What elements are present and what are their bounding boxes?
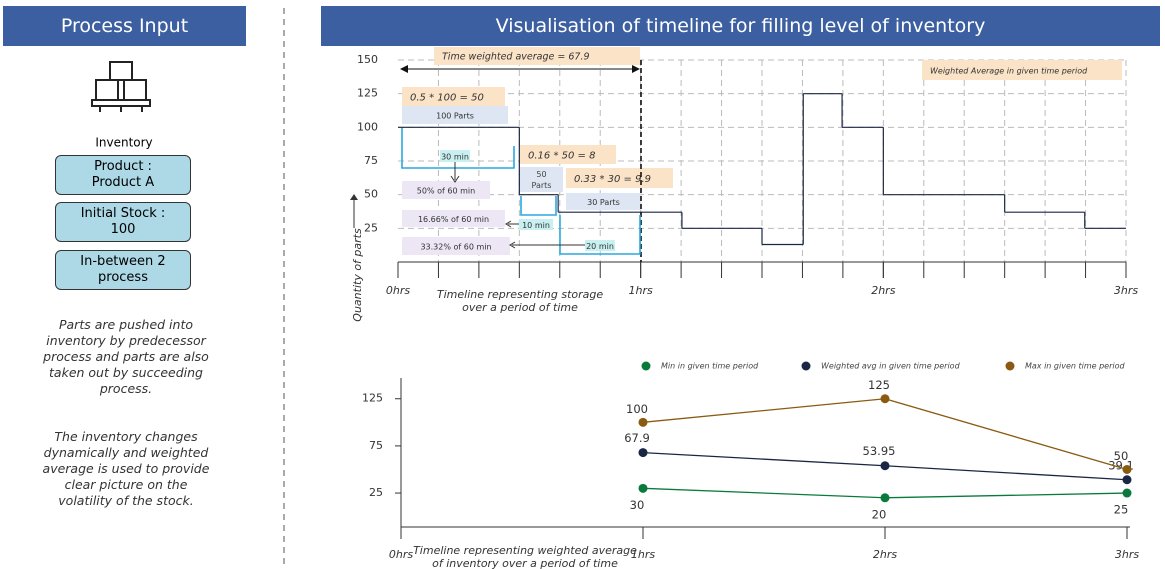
y-tick-label: 75 [364,154,378,167]
y-axis-label: Quantity of parts [351,228,364,322]
point [1122,475,1132,485]
x-tick-label: 1hrs [631,548,655,561]
annotation-box [402,106,508,124]
annotation-box [402,87,505,106]
annotation-box [585,240,615,251]
arrow [450,162,585,249]
info-box: Product : Product A [55,155,191,195]
point [1122,488,1132,498]
annotation: Weighted Average in given time period [930,67,1088,76]
arrow-head [350,194,358,200]
annotation-box [520,167,563,192]
data-label: 30 [630,498,645,512]
data-label: 25 [1114,503,1129,517]
annotation-box [566,168,673,188]
x-tick-label: 3hrs [1114,284,1138,297]
description: The inventory changes dynamically and we… [42,429,210,508]
legend-label: Weighted avg in given time period [821,362,961,371]
annotation: 20 min [586,242,614,251]
series-line [642,398,1128,471]
y-tick-label: 25 [364,221,378,234]
data-label: 67.9 [624,431,650,445]
point [638,448,648,458]
data-label: 20 [872,507,887,521]
y-tick-label: 125 [357,87,378,100]
legend-label: Min in given time period [661,362,759,371]
annotation: 0.33 * 30 = 9.9 [574,174,651,185]
y-tick-label: 25 [369,486,383,499]
data-label: 53.95 [863,444,896,458]
x-axis-label: Timeline representing storage over a per… [436,288,604,314]
legend-marker [1005,361,1015,371]
annotation-box [440,150,470,162]
chart-title: Visualisation of timeline for filling le… [321,6,1160,46]
y-tick-label: 75 [369,439,383,452]
point [880,461,890,471]
x-tick-label: 1hrs [629,284,653,297]
x-tick-label: 3hrs [1115,548,1139,561]
x-tick-label: 2hrs [871,284,895,297]
annotation-box [402,237,510,255]
data-label: 125 [868,378,890,392]
y-tick-label: 100 [357,120,378,133]
point [880,394,890,404]
bracket [401,128,515,169]
info-box: Initial Stock : 100 [55,202,191,242]
annotation: 0.5 * 100 = 50 [410,93,484,104]
x-axis-label: Timeline representing weighted average o… [413,544,637,569]
description: Parts are pushed into inventory by prede… [43,317,209,396]
point [880,493,890,503]
legend-marker [641,361,651,371]
annotation: 16.66% of 60 min [418,215,489,224]
icon-label: Inventory [95,136,152,150]
panel-title: Process Input [3,6,246,46]
point [638,417,648,427]
annotation-box [520,145,616,164]
data-label: 100 [626,402,648,416]
x-tick-label: 0hrs [389,548,413,561]
inventory-icon [91,61,151,112]
y-tick-label: 125 [362,392,383,405]
x-tick-label: 0hrs [386,284,410,297]
annotation-box [519,219,553,230]
annotation: 10 min [522,221,550,230]
annotation-box [434,47,640,65]
info-box: In-between 2 process [55,250,191,290]
legend-label: Max in given time period [1025,362,1126,371]
y-tick-label: 50 [364,188,378,201]
annotation: Time weighted average = 67.9 [442,52,590,63]
annotation-box [402,210,505,227]
bracket [559,215,641,255]
annotation-box [566,193,641,210]
annotation-box [402,181,490,199]
bracket [520,196,557,216]
annotation: 33.32% of 60 min [420,243,491,252]
point [1122,464,1132,474]
annotation: 50% of 60 min [417,187,475,196]
y-tick-label: 150 [357,53,378,66]
annotation-box [922,60,1122,80]
annotation: 30 Parts [587,198,620,207]
x-tick-label: 2hrs [873,548,897,561]
point [638,483,648,493]
annotation: 100 Parts [436,112,474,121]
data-label: 50 [1114,449,1129,463]
annotation: 0.16 * 50 = 8 [528,151,595,162]
annotation: 30 min [441,153,469,162]
annotation: 50 Parts [532,170,552,190]
legend-marker [801,361,811,371]
